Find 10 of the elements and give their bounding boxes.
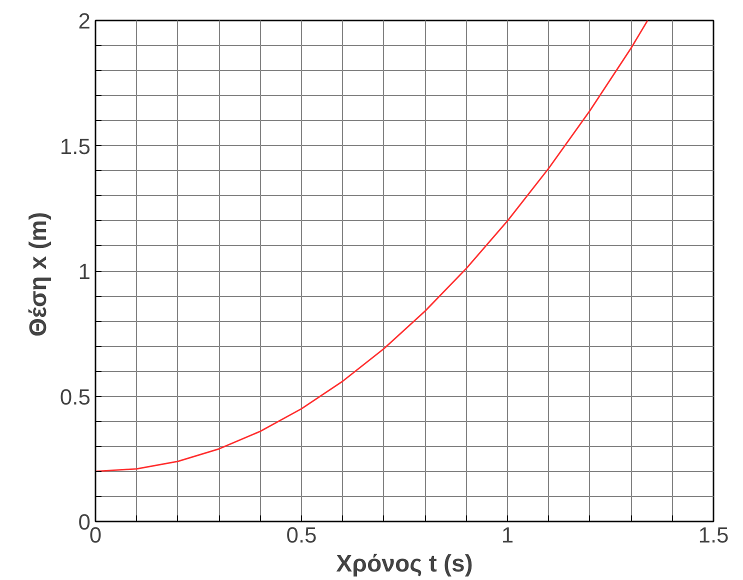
x-axis-title: Χρόνος t (s)	[336, 550, 473, 578]
y-tick-label: 1.5	[60, 134, 91, 159]
y-axis-title: Θέση x (m)	[24, 212, 52, 337]
y-tick-label: 2	[78, 8, 91, 34]
line-series	[96, 20, 648, 472]
x-tick-label: 1.5	[698, 522, 729, 548]
y-tick-label: 1	[78, 259, 91, 284]
y-tick-label: 0.5	[60, 384, 91, 410]
x-tick-label: 1	[501, 522, 514, 548]
x-tick-label: 0.5	[286, 522, 317, 548]
